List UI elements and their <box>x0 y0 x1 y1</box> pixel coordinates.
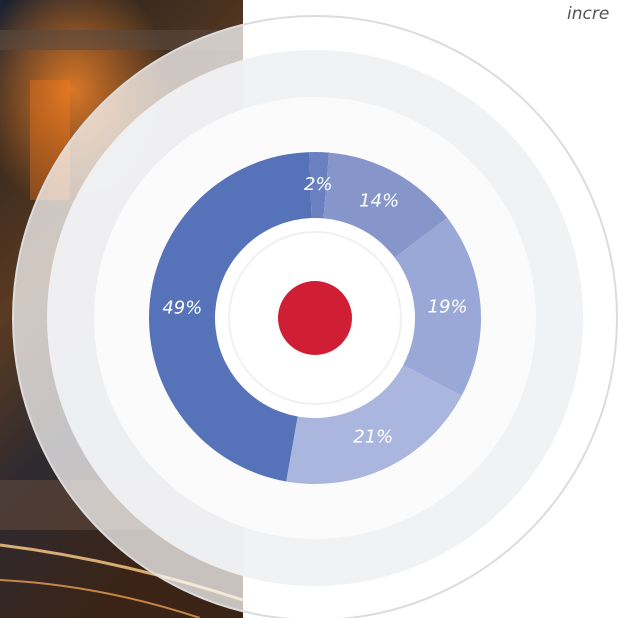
caption: incre <box>567 4 609 24</box>
donut-slice <box>149 152 312 482</box>
center-dot <box>278 281 352 355</box>
donut-slice <box>286 364 462 484</box>
donut-slice <box>309 151 330 219</box>
rings <box>12 15 618 618</box>
slice-label: 21% <box>353 427 393 448</box>
slice-label: 49% <box>162 298 202 319</box>
donut-slice <box>323 152 448 258</box>
slice-label: 2% <box>304 174 333 195</box>
slice-label: 14% <box>359 191 399 212</box>
slice-label: 19% <box>428 296 468 317</box>
donut-slice <box>394 217 481 396</box>
